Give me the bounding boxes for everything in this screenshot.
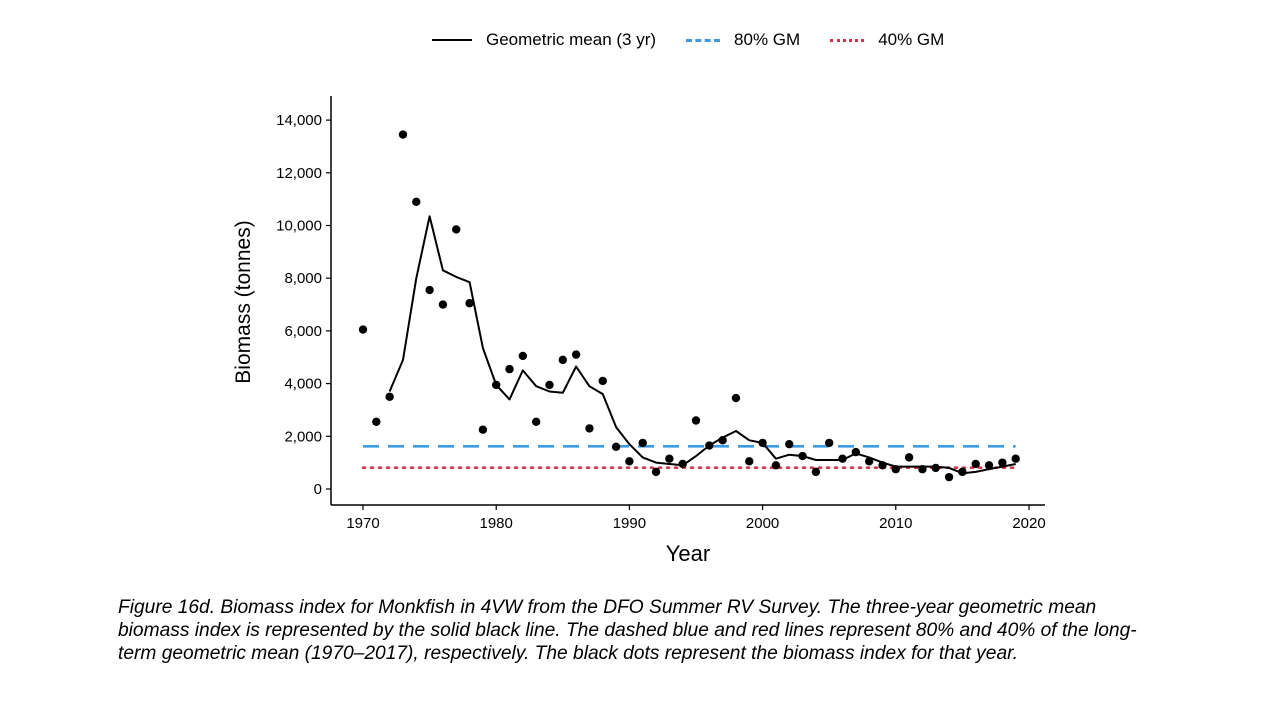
y-tick-label: 6,000 xyxy=(284,323,322,340)
data-point xyxy=(558,355,567,365)
data-point xyxy=(718,436,727,445)
y-axis-title: Biomass (tonnes) xyxy=(232,220,255,383)
data-point xyxy=(398,130,408,139)
legend-item-geometric-mean: Geometric mean (3 yr) xyxy=(432,30,656,50)
data-point xyxy=(505,364,514,374)
data-point xyxy=(531,417,541,427)
axes xyxy=(326,96,1045,510)
y-tick-label: 12,000 xyxy=(276,165,322,182)
data-point xyxy=(931,463,940,473)
data-point xyxy=(651,467,661,477)
data-point xyxy=(372,417,381,427)
data-point xyxy=(705,441,714,450)
data-point xyxy=(864,457,874,466)
legend-label: 80% GM xyxy=(734,30,801,49)
data-point xyxy=(851,447,861,457)
data-point xyxy=(545,380,554,390)
data-point xyxy=(478,425,488,434)
data-point xyxy=(358,325,368,334)
y-tick-label: 8,000 xyxy=(284,270,322,287)
data-point xyxy=(785,440,794,449)
data-point xyxy=(838,454,847,463)
x-tick-label: 1980 xyxy=(480,515,513,532)
data-point xyxy=(878,461,887,470)
x-tick-label: 2020 xyxy=(1012,515,1045,532)
data-point xyxy=(904,453,914,462)
biomass-points xyxy=(358,130,1020,482)
data-point xyxy=(958,467,967,477)
y-tick-label: 14,000 xyxy=(276,112,322,129)
legend-label: 40% GM xyxy=(878,30,945,49)
legend-label: Geometric mean (3 yr) xyxy=(486,30,657,49)
data-point xyxy=(745,457,754,466)
data-point xyxy=(452,225,461,234)
data-point xyxy=(598,376,607,386)
x-tick-label: 2000 xyxy=(746,515,779,532)
legend-swatch-solid xyxy=(432,39,472,41)
data-point xyxy=(625,457,634,466)
data-point xyxy=(492,380,501,390)
tick-labels: 0 2,000 4,000 6,000 8,000 10,000 12,000 14,000 1… xyxy=(276,112,1046,532)
data-point xyxy=(731,393,741,403)
data-point xyxy=(571,350,581,359)
data-point xyxy=(438,300,448,309)
legend-item-40gm: 40% GM xyxy=(830,30,944,50)
data-point xyxy=(425,285,434,295)
data-point xyxy=(465,299,474,308)
data-point xyxy=(971,459,980,469)
data-point xyxy=(758,438,767,448)
y-tick-label: 4,000 xyxy=(284,376,322,393)
data-point xyxy=(385,392,394,401)
data-point xyxy=(691,416,701,425)
data-point xyxy=(412,197,421,206)
data-point xyxy=(798,451,807,461)
data-point xyxy=(811,467,821,477)
data-point xyxy=(771,461,781,470)
data-point xyxy=(998,458,1007,467)
y-tick-label: 10,000 xyxy=(276,218,322,235)
legend-swatch-dashed xyxy=(686,38,721,42)
data-point xyxy=(984,461,994,470)
data-point xyxy=(891,465,900,474)
data-point xyxy=(678,459,687,469)
data-point xyxy=(665,454,674,463)
data-point xyxy=(944,472,954,482)
x-tick-label: 2010 xyxy=(879,515,912,532)
y-tick-label: 0 xyxy=(314,481,322,498)
legend-swatch-dotted xyxy=(830,38,865,42)
reference-lines xyxy=(361,445,1017,469)
data-point xyxy=(585,424,594,433)
geometric-mean-line xyxy=(388,215,1016,475)
legend-item-80gm: 80% GM xyxy=(686,30,800,50)
data-point xyxy=(518,351,528,361)
figure-caption: Figure 16d. Biomass index for Monkfish i… xyxy=(118,597,1137,664)
geometric-mean-polyline xyxy=(388,215,1016,475)
data-point xyxy=(638,438,647,448)
data-point xyxy=(918,465,927,474)
x-axis-title: Year xyxy=(666,541,710,566)
y-tick-label: 2,000 xyxy=(284,428,322,445)
legend: Geometric mean (3 yr) 80% GM 40% GM xyxy=(432,26,974,54)
data-point xyxy=(611,442,621,452)
data-point xyxy=(825,438,834,448)
data-point xyxy=(1011,454,1020,463)
x-tick-label: 1990 xyxy=(613,515,646,532)
x-tick-label: 1970 xyxy=(346,515,379,532)
